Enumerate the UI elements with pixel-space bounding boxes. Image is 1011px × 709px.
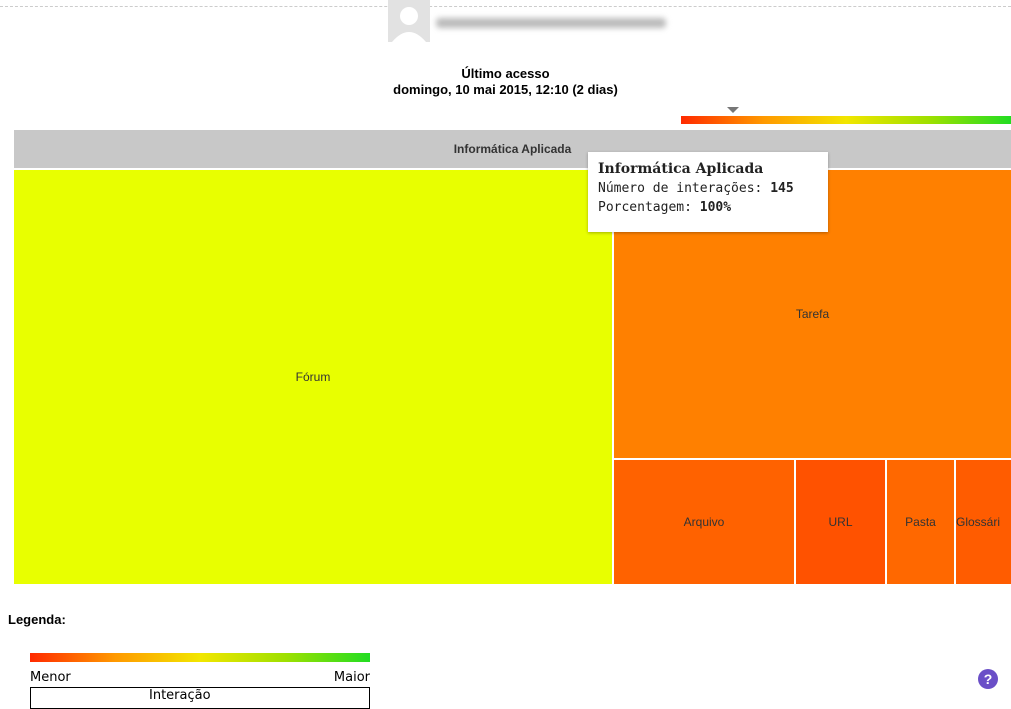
svg-text:?: ?	[984, 671, 993, 687]
tooltip-value: 100%	[700, 200, 731, 215]
tooltip-value: 145	[770, 181, 793, 196]
last-access-title: Último acesso	[0, 66, 1011, 82]
treemap-cell[interactable]: Glossári	[956, 460, 1011, 584]
legend-bar	[30, 653, 370, 662]
scale-pointer	[727, 107, 739, 114]
legend-title: Legenda:	[8, 612, 66, 627]
tooltip-title: Informática Aplicada	[598, 160, 818, 179]
treemap-cell[interactable]: Arquivo	[614, 460, 794, 584]
last-access: Último acesso domingo, 10 mai 2015, 12:1…	[0, 66, 1011, 98]
blurred-name	[436, 18, 666, 28]
legend-caption: Interação	[30, 687, 370, 709]
tooltip-label: Porcentagem:	[598, 200, 692, 215]
tooltip-row: Porcentagem: 100%	[598, 198, 818, 217]
legend-min: Menor	[30, 670, 71, 685]
help-icon[interactable]: ?	[977, 668, 999, 690]
top-border	[0, 6, 1011, 7]
last-access-date: domingo, 10 mai 2015, 12:10 (2 dias)	[0, 82, 1011, 98]
treemap-root[interactable]: Informática Aplicada	[14, 130, 1011, 168]
treemap-cell[interactable]: URL	[796, 460, 885, 584]
treemap-cell[interactable]: Fórum	[14, 170, 612, 584]
avatar-icon	[388, 0, 430, 42]
avatar	[388, 0, 430, 42]
tooltip-row: Número de interações: 145	[598, 179, 818, 198]
tooltip-label: Número de interações:	[598, 181, 762, 196]
treemap-cell[interactable]: Pasta	[887, 460, 954, 584]
legend-max: Maior	[270, 670, 370, 685]
scale-bar	[681, 116, 1011, 124]
tooltip: Informática Aplicada Número de interaçõe…	[588, 152, 828, 232]
page: Último acesso domingo, 10 mai 2015, 12:1…	[0, 0, 1011, 705]
